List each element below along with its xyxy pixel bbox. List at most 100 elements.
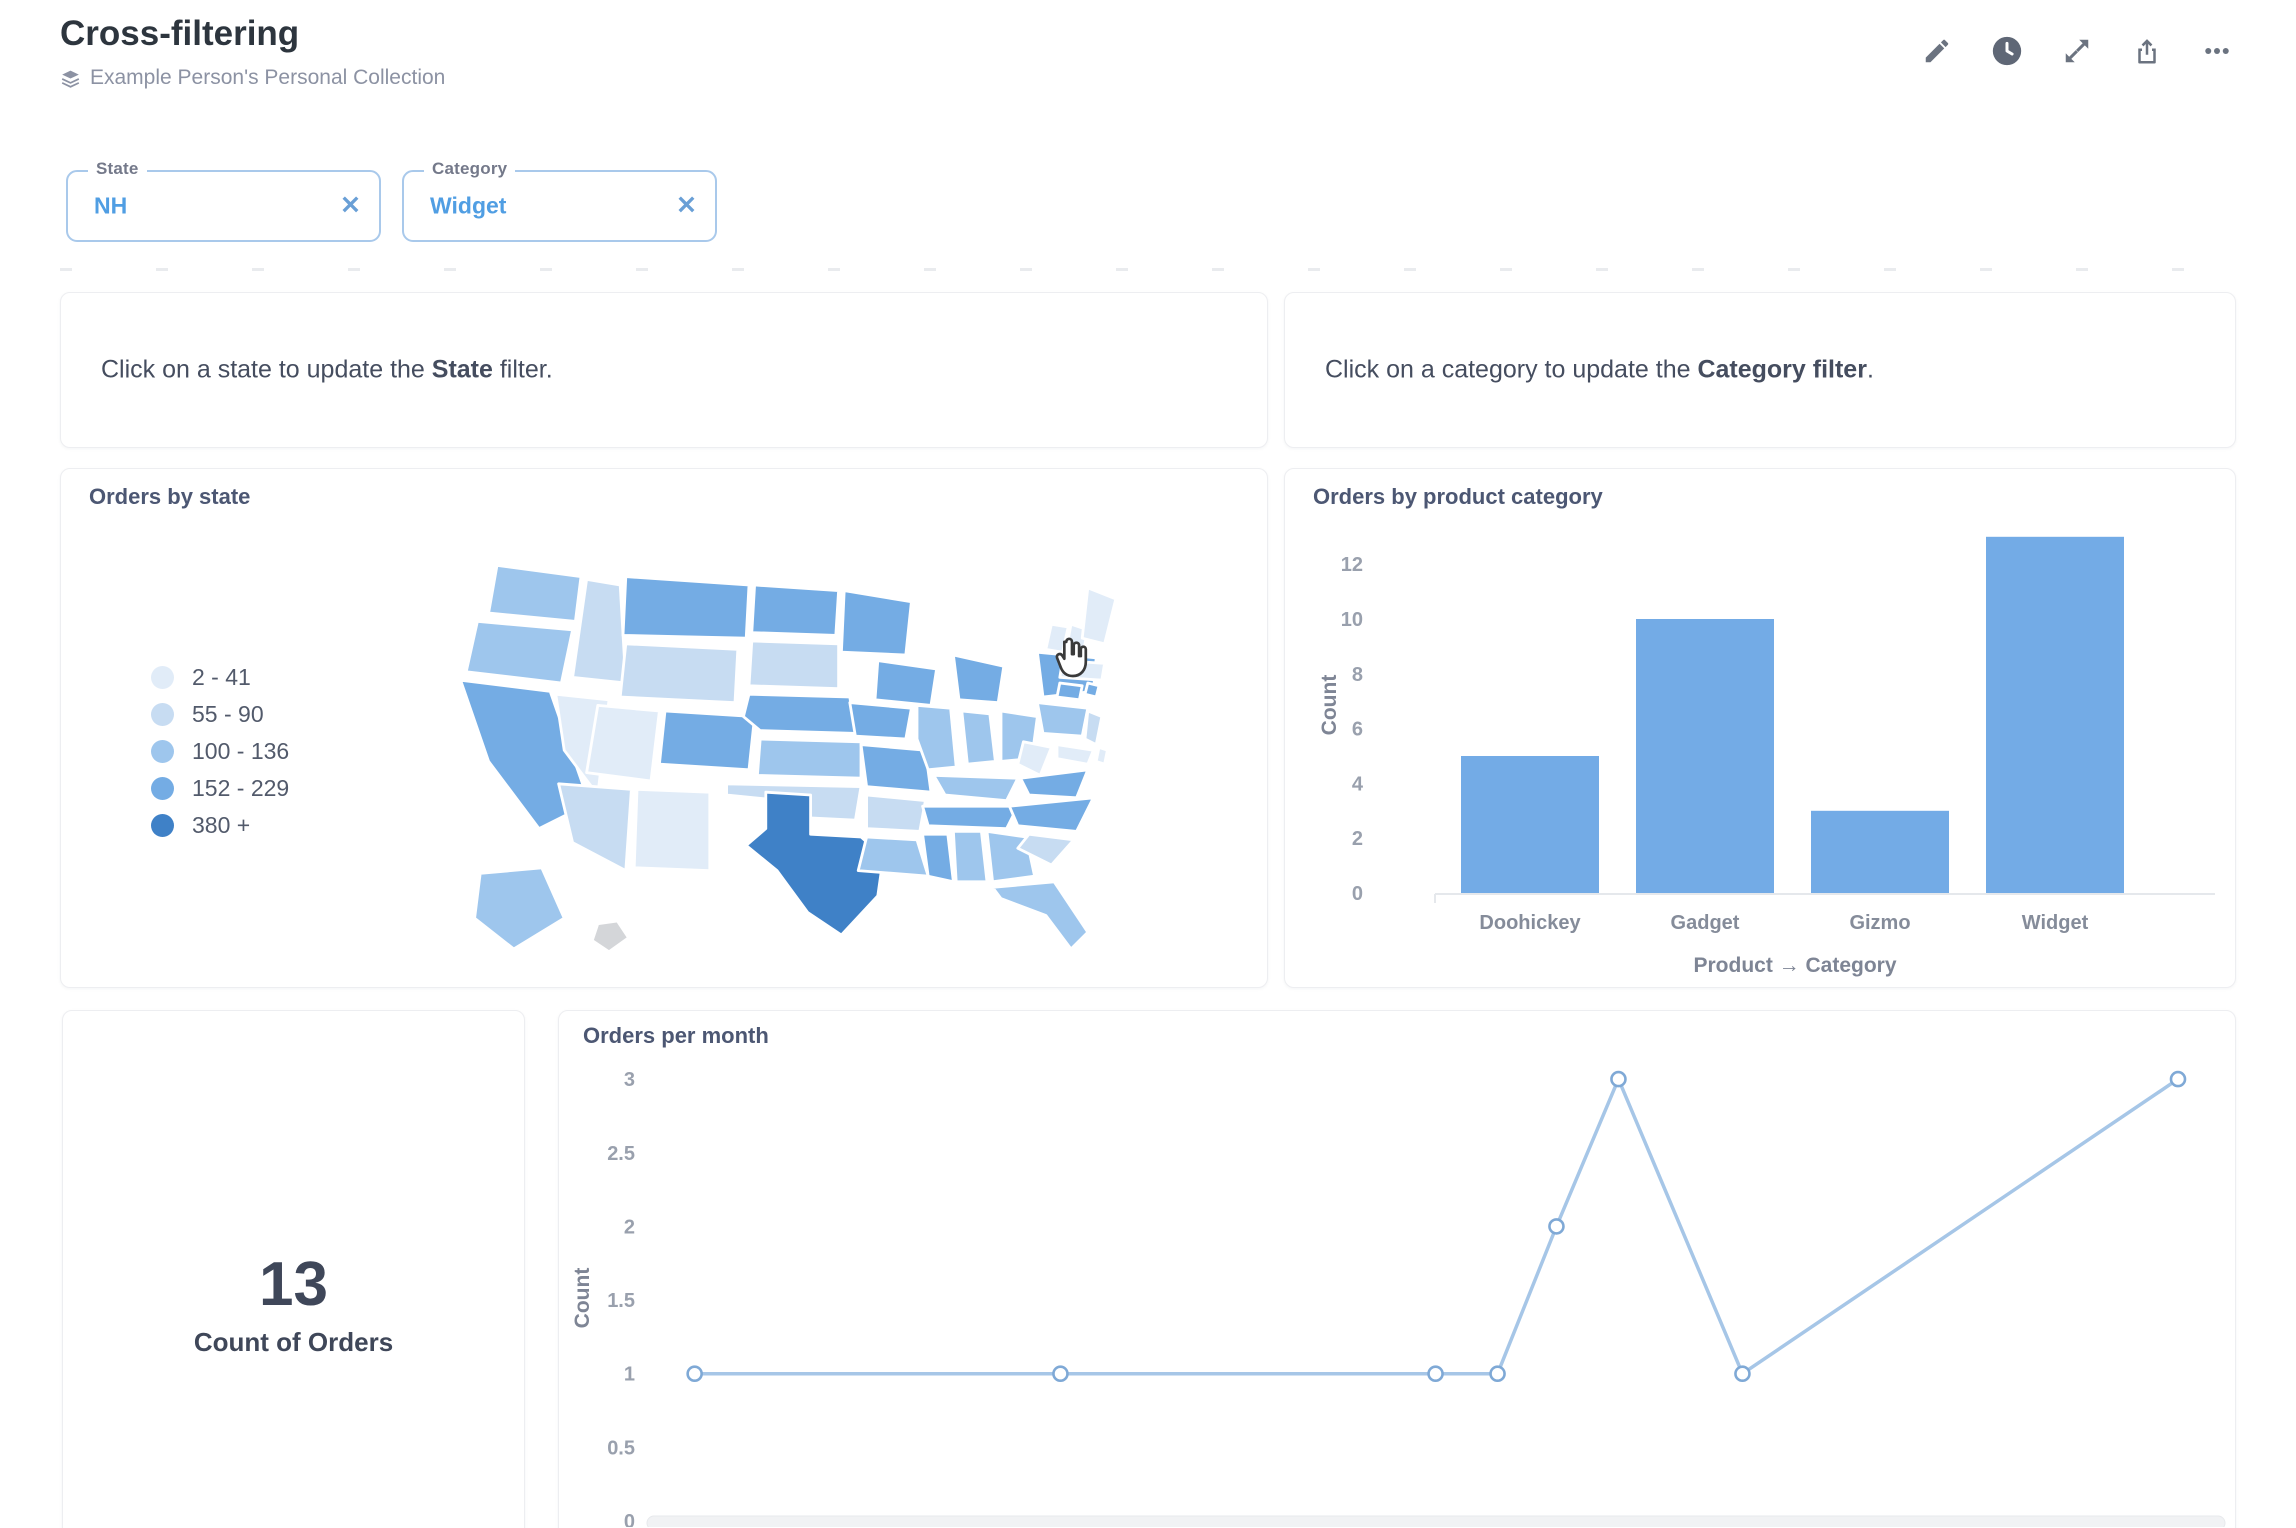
- line-point[interactable]: [1052, 1365, 1069, 1383]
- bar-x-axis-title: Product → Category: [1693, 954, 1897, 977]
- edit-pencil-icon[interactable]: [1920, 34, 1954, 68]
- line-point[interactable]: [1489, 1365, 1506, 1383]
- state-FL[interactable]: [991, 880, 1090, 951]
- grid-separator: [60, 268, 2236, 271]
- filter-label: State: [88, 159, 147, 179]
- line-y-tick-label: 0.5: [607, 1437, 635, 1459]
- legend-color-dot: [151, 740, 174, 763]
- more-options-icon[interactable]: [2200, 34, 2234, 68]
- line-y-tick-label: 0: [624, 1511, 635, 1527]
- state-OR[interactable]: [464, 620, 574, 685]
- bar-gadget[interactable]: [1636, 619, 1774, 893]
- filter-label: Category: [424, 159, 516, 179]
- state-HI[interactable]: [590, 919, 630, 954]
- auto-refresh-clock-icon[interactable]: [1990, 34, 2024, 68]
- bar-y-tick-label: 6: [1352, 719, 1363, 741]
- state-MD[interactable]: [1055, 743, 1095, 766]
- state-NM[interactable]: [632, 788, 712, 872]
- bar-category-label: Widget: [2022, 912, 2089, 934]
- clear-filter-icon[interactable]: ✕: [676, 191, 697, 220]
- line-point[interactable]: [1734, 1365, 1751, 1383]
- state-IN[interactable]: [960, 709, 997, 766]
- fullscreen-icon[interactable]: [2060, 34, 2094, 68]
- line-x-axis-bar: [646, 1515, 2226, 1527]
- state-SC[interactable]: [1016, 832, 1076, 867]
- state-PA[interactable]: [1036, 701, 1090, 738]
- header-actions: [1920, 34, 2234, 68]
- state-IL[interactable]: [915, 704, 958, 772]
- line-series-path: [694, 1077, 2179, 1376]
- line-y-tick-label: 2: [624, 1216, 635, 1238]
- state-AL[interactable]: [952, 830, 989, 884]
- state-KS[interactable]: [756, 737, 863, 780]
- map-legend: 2 - 41 55 - 90 100 - 136 152 - 229 380 +: [151, 659, 289, 844]
- state-UT[interactable]: [585, 704, 661, 783]
- share-icon[interactable]: [2130, 34, 2164, 68]
- state-MN[interactable]: [840, 589, 913, 657]
- state-NC[interactable]: [1008, 796, 1095, 833]
- bar-y-tick-label: 12: [1341, 554, 1363, 576]
- state-WA[interactable]: [487, 564, 583, 623]
- state-MI[interactable]: [952, 653, 1006, 704]
- state-TN[interactable]: [921, 804, 1020, 830]
- line-point[interactable]: [686, 1365, 703, 1383]
- bar-gizmo[interactable]: [1811, 810, 1949, 893]
- state-AR[interactable]: [865, 793, 927, 833]
- scalar-value: 13: [259, 1250, 328, 1319]
- legend-color-dot: [151, 814, 174, 837]
- state-MO[interactable]: [859, 743, 933, 794]
- breadcrumb[interactable]: Example Person's Personal Collection: [60, 66, 445, 90]
- line-y-tick-label: 1.5: [607, 1290, 635, 1312]
- legend-label: 2 - 41: [192, 664, 251, 690]
- filter-chip-state[interactable]: State NH ✕: [66, 159, 381, 242]
- state-WY[interactable]: [618, 642, 740, 704]
- state-WI[interactable]: [873, 659, 938, 707]
- state-VT[interactable]: [1044, 622, 1070, 654]
- legend-label: 55 - 90: [192, 701, 264, 727]
- legend-item[interactable]: 100 - 136: [151, 733, 289, 770]
- line-point[interactable]: [2169, 1070, 2187, 1088]
- bar-y-tick-label: 4: [1352, 773, 1364, 795]
- state-VA[interactable]: [1019, 768, 1090, 800]
- state-MT[interactable]: [621, 575, 751, 640]
- bar-chart-card: Orders by product category 12 10 8 6 4 2 0 Dooh…: [1284, 468, 2236, 988]
- state-TX[interactable]: [744, 790, 885, 937]
- state-SD[interactable]: [747, 639, 840, 690]
- bar-widget[interactable]: [1986, 536, 2124, 893]
- legend-color-dot: [151, 777, 174, 800]
- state-IA[interactable]: [848, 701, 913, 741]
- clear-filter-icon[interactable]: ✕: [340, 191, 361, 220]
- legend-item[interactable]: 2 - 41: [151, 659, 289, 696]
- state-CT[interactable]: [1055, 681, 1084, 702]
- state-LA[interactable]: [856, 835, 930, 878]
- filter-chip-category[interactable]: Category Widget ✕: [402, 159, 717, 242]
- state-CO[interactable]: [658, 709, 756, 772]
- filter-value: NH: [94, 192, 128, 219]
- state-RI[interactable]: [1083, 681, 1101, 699]
- state-MA[interactable]: [1058, 659, 1106, 682]
- state-NJ[interactable]: [1083, 709, 1104, 746]
- legend-label: 380 +: [192, 812, 251, 838]
- state-KY[interactable]: [932, 774, 1020, 802]
- state-MS[interactable]: [921, 832, 955, 884]
- bar-doohickey[interactable]: [1461, 756, 1599, 893]
- text-card-content: Click on a state to update the State fil…: [101, 355, 553, 384]
- state-AZ[interactable]: [557, 782, 633, 872]
- line-point[interactable]: [1427, 1365, 1444, 1383]
- bar-y-tick-label: 8: [1352, 664, 1363, 686]
- legend-item[interactable]: 380 +: [151, 807, 289, 844]
- state-DE[interactable]: [1094, 746, 1109, 766]
- line-point[interactable]: [1610, 1070, 1627, 1088]
- state-ID[interactable]: [571, 578, 628, 685]
- legend-item[interactable]: 55 - 90: [151, 696, 289, 733]
- line-chart-title: Orders per month: [583, 1023, 769, 1048]
- collection-name: Example Person's Personal Collection: [90, 66, 446, 89]
- line-point[interactable]: [1548, 1218, 1565, 1235]
- state-WV[interactable]: [1016, 740, 1053, 777]
- legend-item[interactable]: 152 - 229: [151, 770, 289, 807]
- state-ME[interactable]: [1080, 586, 1118, 646]
- state-AK[interactable]: [473, 866, 566, 951]
- state-NE[interactable]: [742, 692, 857, 735]
- state-ND[interactable]: [750, 583, 840, 637]
- state-CA[interactable]: [459, 678, 591, 830]
